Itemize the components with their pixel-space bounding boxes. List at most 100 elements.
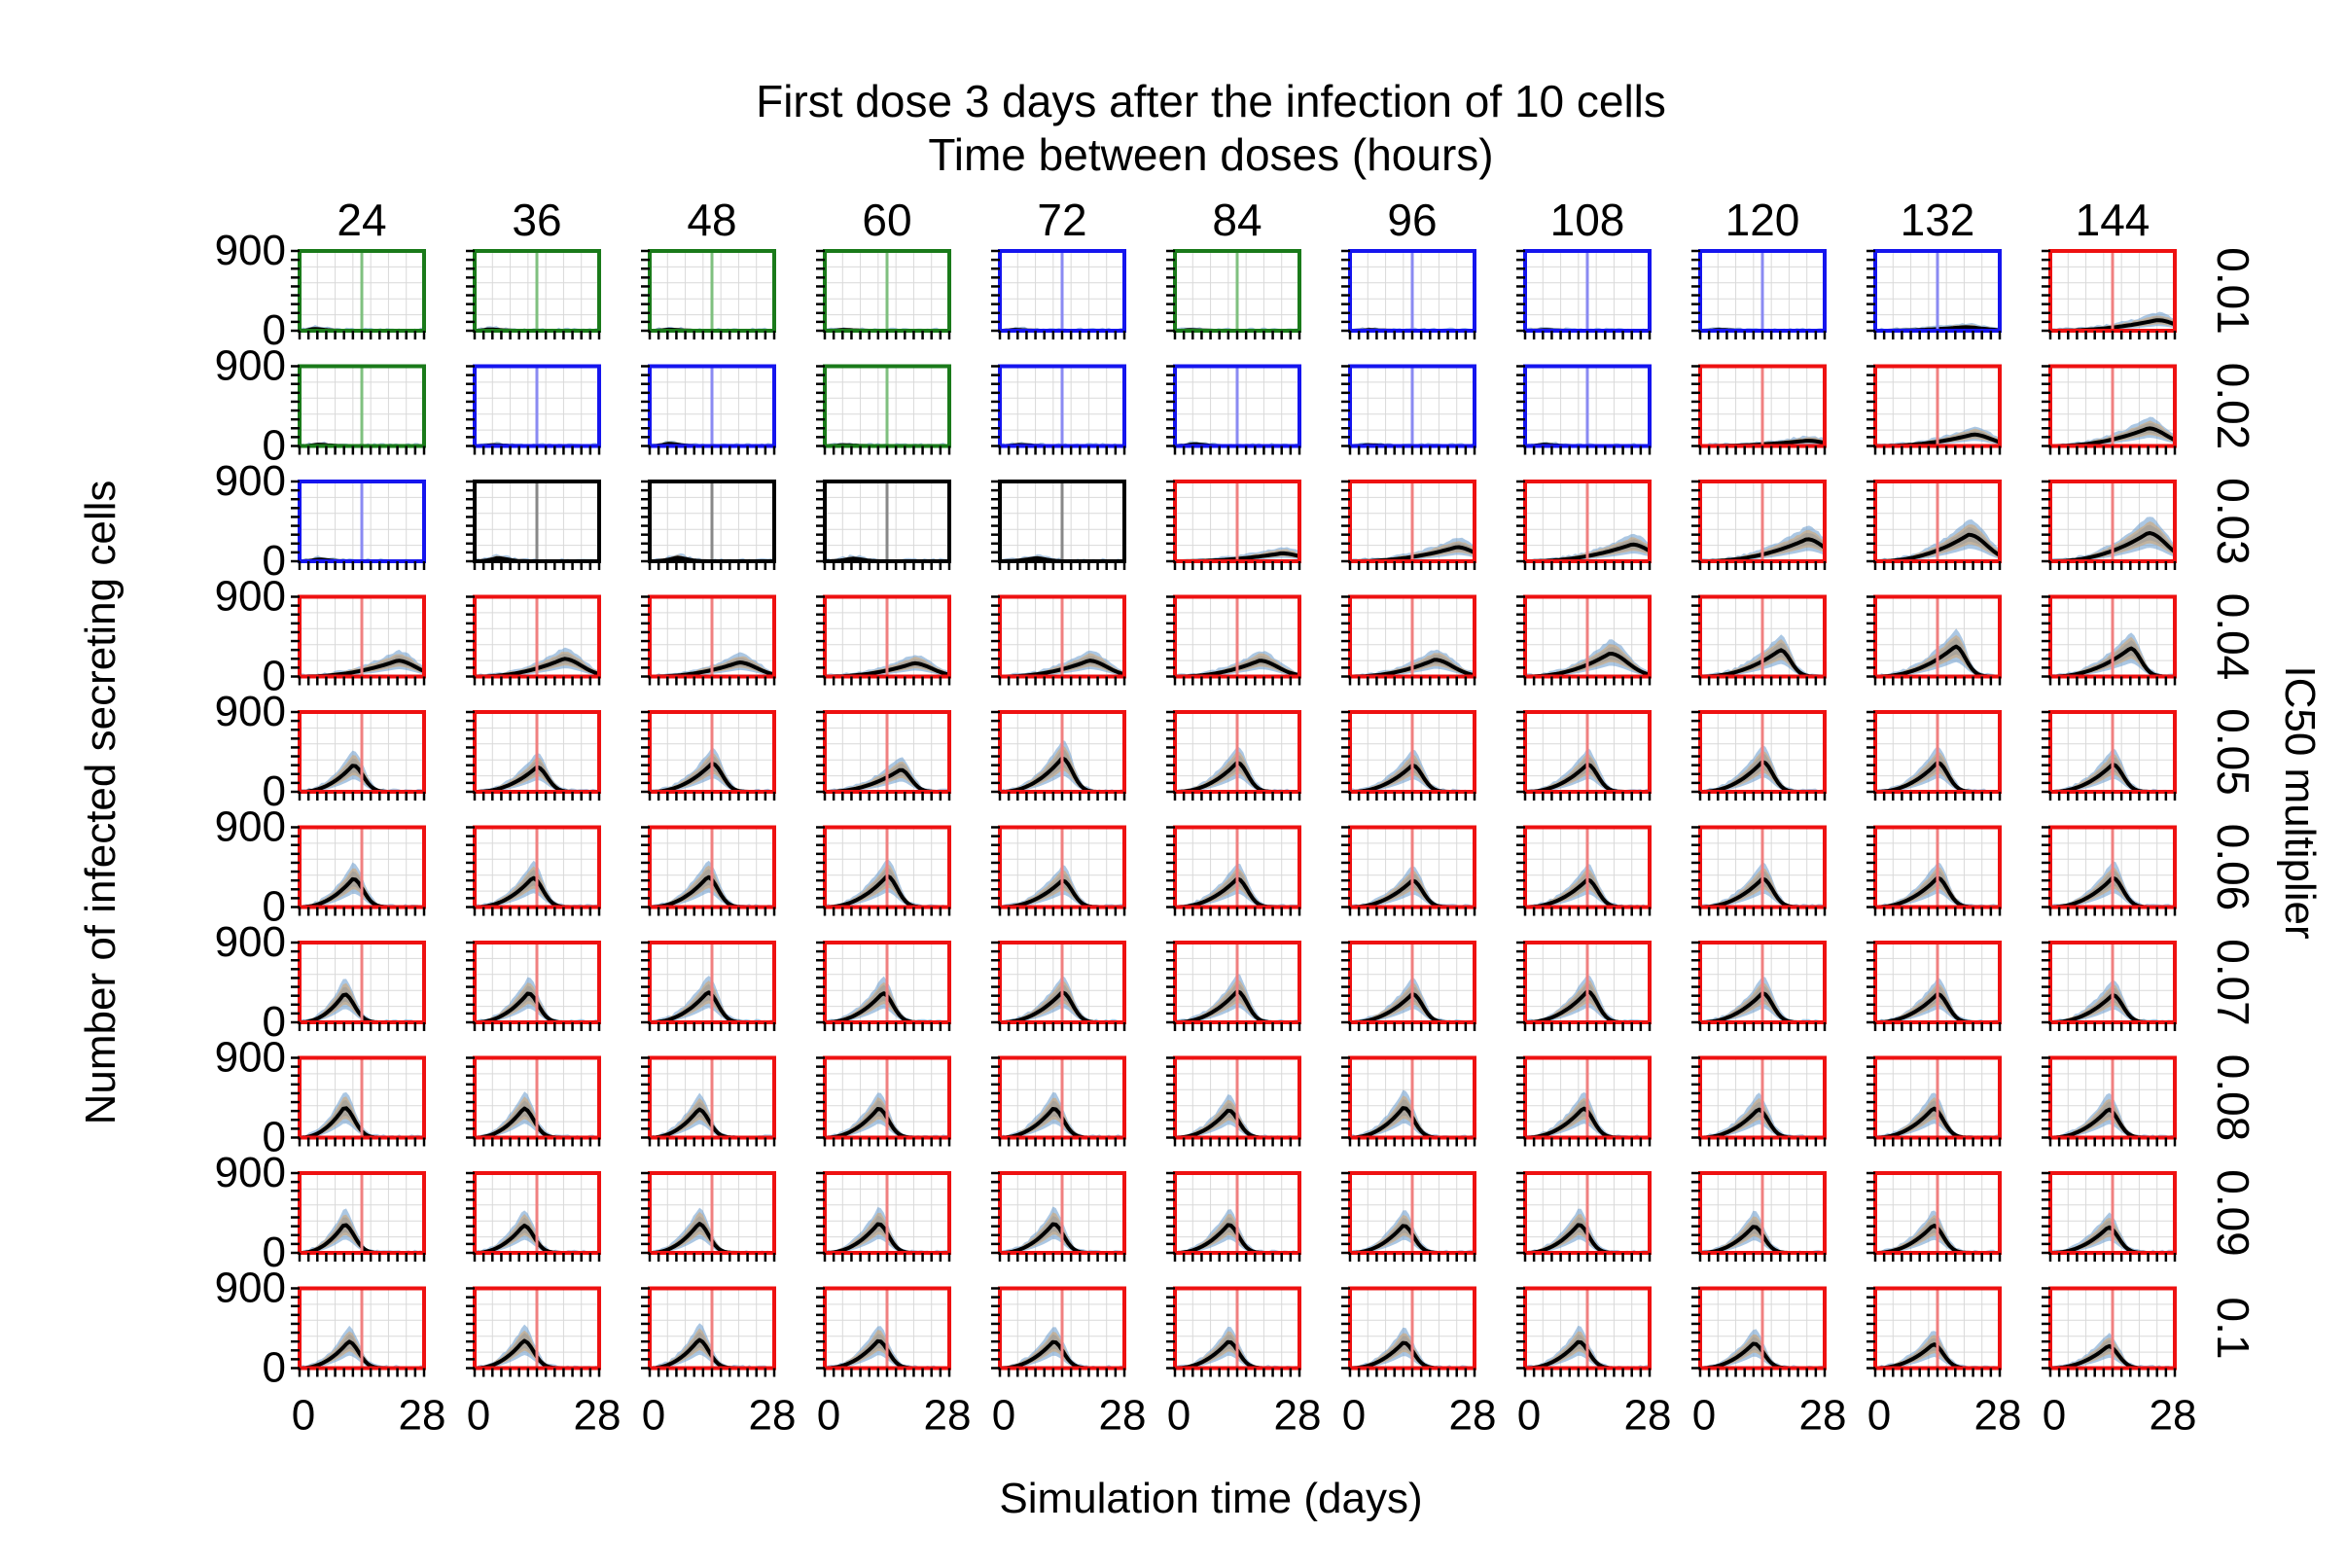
xtick-label-end: 28 — [574, 1392, 622, 1440]
xtick-label-start: 0 — [1167, 1392, 1191, 1440]
ytick-label-top: 900 — [215, 1034, 286, 1082]
panel-r2-c9 — [1866, 480, 2002, 570]
panel-r8-c2 — [641, 1171, 776, 1262]
ytick-label-bottom: 0 — [263, 1114, 286, 1161]
xtick-label-end: 28 — [1799, 1392, 1847, 1440]
panel-r4-c2 — [641, 710, 776, 801]
ytick-label-bottom: 0 — [263, 767, 286, 815]
panel-r3-c5 — [1166, 594, 1301, 686]
panel-r9-c3: 0 28 — [816, 1286, 971, 1440]
col-label-60: 60 — [862, 195, 911, 245]
panel-r5-c6 — [1341, 825, 1476, 916]
col-label-120: 120 — [1725, 195, 1800, 245]
panel-r5-c8 — [1691, 825, 1827, 916]
ytick-label-bottom: 0 — [263, 883, 286, 931]
row-label-0.08: 0.08 — [2208, 1054, 2258, 1142]
panel-r5-c9 — [1866, 825, 2002, 916]
band-series-2 — [1525, 537, 1650, 561]
panel-r9-c0: 900 00 28 — [215, 1265, 446, 1440]
panel-r3-c9 — [1866, 594, 2002, 686]
col-label-144: 144 — [2076, 195, 2150, 245]
xtick-label-start: 0 — [292, 1392, 315, 1440]
panel-r2-c4 — [991, 480, 1126, 570]
panel-r0-c7 — [1516, 249, 1652, 339]
panel-r8-c4 — [991, 1171, 1126, 1262]
xtick-label-start: 0 — [1692, 1392, 1716, 1440]
y-axis-title: Number of infected secreting cells — [77, 481, 124, 1125]
xtick-label-start: 0 — [2043, 1392, 2066, 1440]
panel-r2-c8 — [1691, 480, 1827, 570]
panel-r6-c7 — [1516, 941, 1652, 1031]
panel-r5-c1 — [466, 825, 601, 916]
ytick-label-bottom: 0 — [263, 998, 286, 1046]
xtick-label-end: 28 — [1974, 1392, 2022, 1440]
ytick-label-top: 900 — [215, 1265, 286, 1312]
panel-r2-c1 — [466, 480, 601, 570]
row-label-0.04: 0.04 — [2208, 593, 2258, 681]
panel-r6-c10 — [2042, 941, 2177, 1031]
panel-r4-c4 — [991, 710, 1126, 801]
band-series-3 — [1700, 533, 1825, 561]
panel-r3-c6 — [1341, 594, 1476, 686]
band-series-2 — [1175, 549, 1299, 561]
panel-r9-c2: 0 28 — [641, 1286, 797, 1440]
chart-subtitle: Time between doses (hours) — [928, 129, 1493, 180]
panel-r7-c7 — [1516, 1055, 1652, 1147]
panel-r9-c9: 0 28 — [1866, 1286, 2022, 1440]
panel-r6-c9 — [1866, 941, 2002, 1031]
panel-r7-c2 — [641, 1055, 776, 1147]
panel-r8-c1 — [466, 1171, 601, 1262]
panel-r6-c0: 900 0 — [215, 918, 426, 1046]
panel-r9-c1: 0 28 — [466, 1286, 622, 1440]
xtick-label-end: 28 — [2150, 1392, 2197, 1440]
panel-r9-c8: 0 28 — [1691, 1286, 1847, 1440]
band-series-3 — [1350, 543, 1475, 561]
row-label-0.09: 0.09 — [2208, 1169, 2258, 1257]
panel-r1-c1 — [466, 364, 601, 455]
xtick-label-start: 0 — [1867, 1392, 1891, 1440]
panel-r9-c10: 0 28 — [2042, 1286, 2197, 1440]
row-labels: 0.01 0.02 0.03 0.04 0.05 0.06 0.07 0.08 0.09 0.1 — [2208, 247, 2258, 1359]
band-series-3 — [2050, 316, 2175, 331]
panel-r4-c8 — [1691, 710, 1827, 801]
xtick-label-start: 0 — [467, 1392, 490, 1440]
panel-r4-c7 — [1516, 710, 1652, 801]
panel-r9-c6: 0 28 — [1341, 1286, 1497, 1440]
ytick-label-top: 900 — [215, 1149, 286, 1196]
panel-r5-c7 — [1516, 825, 1652, 916]
panel-r7-c9 — [1866, 1055, 2002, 1147]
chart-title: First dose 3 days after the infection of… — [756, 76, 1666, 126]
ytick-label-top: 900 — [215, 688, 286, 735]
panel-grid: 9000900090009000900090009000900090009000… — [215, 227, 2197, 1440]
panel-r4-c1 — [466, 710, 601, 801]
panel-r0-c1 — [466, 249, 601, 339]
ytick-label-top: 900 — [215, 918, 286, 966]
panel-r5-c10 — [2042, 825, 2177, 916]
ytick-label-bottom: 0 — [263, 422, 286, 470]
xtick-label-start: 0 — [642, 1392, 665, 1440]
panel-r6-c1 — [466, 941, 601, 1031]
panel-r1-c9 — [1866, 364, 2002, 455]
band-series-1 — [2050, 311, 2175, 331]
ytick-label-top: 900 — [215, 227, 286, 274]
panel-r7-c5 — [1166, 1055, 1301, 1147]
xtick-label-end: 28 — [1274, 1392, 1322, 1440]
xtick-label-end: 28 — [1099, 1392, 1147, 1440]
panel-r0-c0: 900 0 — [215, 227, 426, 354]
xtick-label-end: 28 — [749, 1392, 797, 1440]
xtick-label-start: 0 — [992, 1392, 1015, 1440]
xtick-label-end: 28 — [1449, 1392, 1497, 1440]
col-label-84: 84 — [1212, 195, 1262, 245]
row-label-0.01: 0.01 — [2208, 247, 2258, 335]
panel-r9-c4: 0 28 — [991, 1286, 1147, 1440]
panel-r5-c4 — [991, 825, 1126, 916]
panel-r4-c10 — [2042, 710, 2177, 801]
panel-r1-c7 — [1516, 364, 1652, 455]
panel-r6-c3 — [816, 941, 951, 1031]
xtick-label-start: 0 — [1342, 1392, 1366, 1440]
panel-r7-c0: 900 0 — [215, 1034, 426, 1161]
ytick-label-bottom: 0 — [263, 1344, 286, 1392]
row-label-0.05: 0.05 — [2208, 708, 2258, 796]
panel-r8-c9 — [1866, 1171, 2002, 1262]
